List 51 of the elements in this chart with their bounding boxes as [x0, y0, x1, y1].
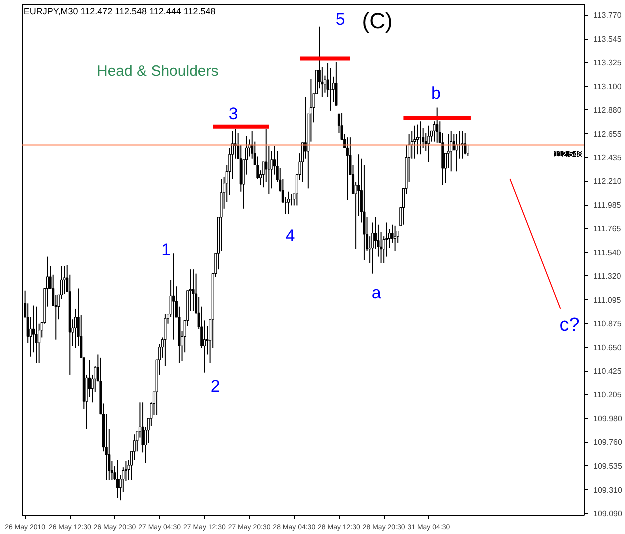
annotation: Head & Shoulders [97, 63, 219, 80]
candlestick [192, 269, 195, 312]
y-tick-label: 113.770 [594, 11, 622, 20]
y-tick-label: 111.765 [594, 224, 622, 234]
y-tick-label: 109.980 [594, 414, 623, 424]
annotation: a [372, 283, 382, 302]
y-tick-label: 113.545 [594, 35, 622, 44]
y-tick-label: 113.100 [594, 82, 622, 92]
candlestick [416, 124, 420, 156]
y-tick-label: 111.540 [594, 248, 622, 258]
y-tick-label: 109.760 [594, 438, 623, 448]
candlestick [414, 125, 416, 160]
annotation: 1 [162, 240, 172, 260]
candlestick [116, 460, 120, 499]
y-tick-label: 109.535 [594, 462, 623, 471]
candlestick [164, 314, 167, 367]
y-tick-label: 110.425 [594, 367, 622, 376]
y-tick-label: 112.435 [594, 153, 622, 162]
candlestick [172, 253, 176, 340]
candlestick [464, 132, 467, 156]
candlestick [428, 125, 430, 163]
y-tick-label: 111.985 [594, 201, 622, 210]
candlestick [35, 306, 38, 364]
candlestick [288, 191, 290, 215]
annotation: 5 [336, 10, 346, 30]
y-tick-label: 111.095 [594, 296, 622, 305]
candlestick [436, 107, 439, 144]
y-tick-label: 110.205 [594, 390, 622, 400]
annotation: 2 [210, 377, 220, 396]
y-tick-label: 112.210 [594, 177, 622, 186]
y-tick-label: 113.325 [594, 58, 622, 68]
annotation: b [432, 84, 442, 104]
y-tick-label: 109.090 [594, 509, 623, 518]
annotation: 4 [286, 226, 296, 246]
candlestick [433, 121, 436, 142]
ref-line-label: 112.548 [554, 150, 584, 160]
annotation: c? [560, 315, 580, 336]
y-tick-label: 112.655 [594, 130, 622, 139]
annotation: (C) [362, 8, 393, 34]
y-tick-label: 110.650 [594, 343, 622, 352]
y-tick-label: 110.875 [594, 319, 622, 328]
y-tick-label: 112.880 [594, 106, 622, 115]
candlestick [394, 225, 397, 252]
candlestick [346, 137, 349, 201]
candlestick [456, 134, 458, 172]
candlestick [447, 134, 450, 169]
annotation: 3 [228, 104, 238, 124]
y-tick-label: 109.310 [594, 486, 623, 495]
candlestick [335, 61, 338, 106]
chart-title: EURJPY,M30 112.472 112.548 112.444 112.548 [24, 6, 216, 16]
y-tick-label: 111.320 [594, 272, 622, 281]
